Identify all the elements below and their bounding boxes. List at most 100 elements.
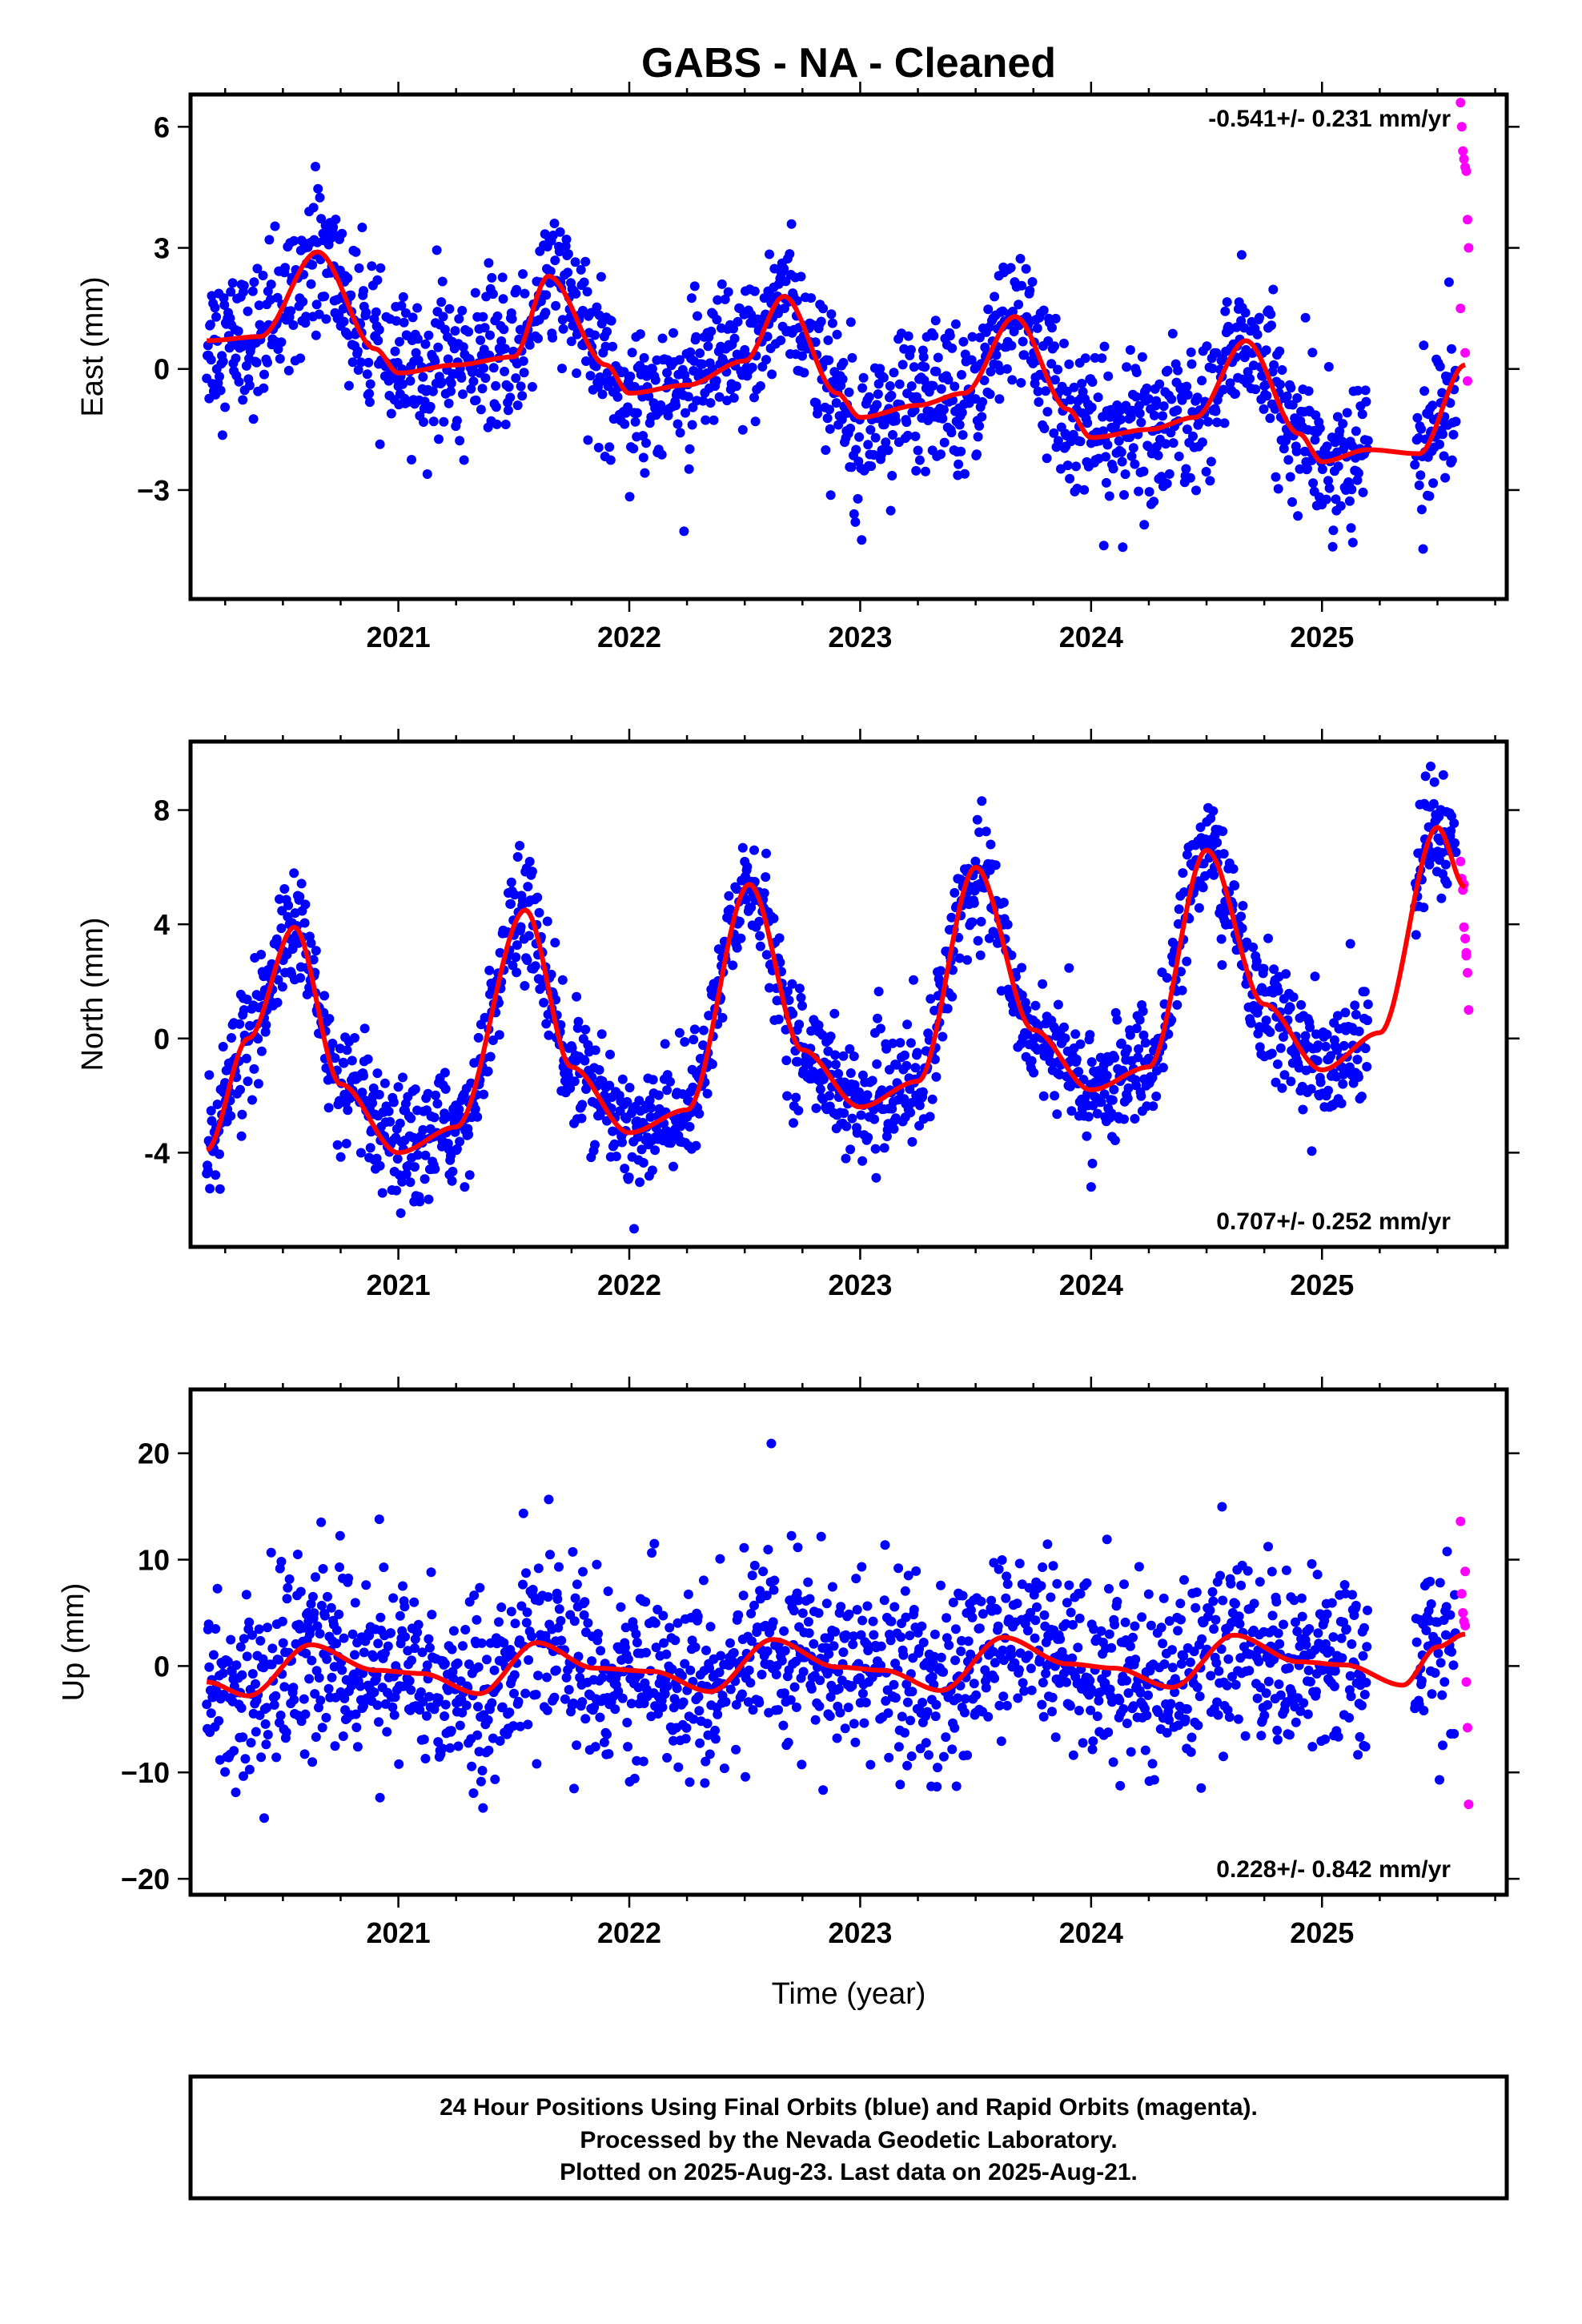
east-final-point xyxy=(858,372,869,383)
east-final-point xyxy=(470,287,480,298)
east-final-point xyxy=(259,383,269,393)
north-final-point xyxy=(829,1008,840,1019)
up-final-point xyxy=(986,1595,997,1606)
up-final-point xyxy=(960,1694,970,1704)
north-final-point xyxy=(1230,880,1240,891)
up-final-point xyxy=(797,1608,808,1618)
east-final-point xyxy=(1300,312,1311,323)
up-final-point xyxy=(327,1672,337,1683)
up-final-point xyxy=(861,1698,871,1707)
east-final-point xyxy=(1338,419,1348,429)
east-final-point xyxy=(555,227,565,237)
up-final-point xyxy=(1205,1605,1215,1615)
north-final-point xyxy=(975,950,986,960)
north-final-point xyxy=(1420,771,1431,782)
up-final-point xyxy=(446,1726,456,1736)
east-final-point xyxy=(1416,424,1427,434)
up-final-point xyxy=(528,1585,538,1594)
east-final-point xyxy=(311,162,320,171)
north-final-point xyxy=(1038,979,1048,989)
east-final-point xyxy=(364,388,375,399)
east-final-point xyxy=(280,263,291,273)
up-final-point xyxy=(1167,1645,1177,1655)
north-final-point xyxy=(931,1072,942,1082)
up-final-point xyxy=(473,1662,484,1672)
east-final-point xyxy=(1053,364,1063,375)
up-final-point xyxy=(803,1617,813,1627)
east-final-point xyxy=(939,437,950,448)
up-final-point xyxy=(364,1630,375,1641)
north-final-point xyxy=(1082,1131,1092,1141)
east-final-point xyxy=(747,362,757,372)
up-final-point xyxy=(593,1629,603,1639)
up-final-point xyxy=(1158,1638,1168,1649)
up-final-point xyxy=(476,1638,487,1648)
east-final-point xyxy=(957,408,967,418)
up-final-point xyxy=(1128,1701,1138,1711)
east-final-point xyxy=(500,420,511,429)
up-final-point xyxy=(843,1703,853,1713)
up-final-point xyxy=(830,1626,841,1637)
east-final-point xyxy=(897,360,908,370)
up-final-point xyxy=(477,1766,488,1775)
up-final-point xyxy=(518,1508,528,1518)
east-final-point xyxy=(499,324,509,335)
north-rapid-point xyxy=(1460,934,1471,943)
north-final-point xyxy=(930,1005,940,1015)
up-final-point xyxy=(330,1741,340,1751)
north-final-point xyxy=(782,986,793,996)
north-final-point xyxy=(736,933,746,943)
east-final-point xyxy=(1049,428,1059,438)
up-final-point xyxy=(895,1779,905,1790)
east-final-point xyxy=(436,297,447,308)
up-final-point xyxy=(1226,1578,1236,1589)
up-final-point xyxy=(1253,1645,1263,1655)
east-final-point xyxy=(604,442,615,452)
up-final-point xyxy=(1001,1593,1011,1603)
east-final-point xyxy=(524,340,535,350)
east-final-point xyxy=(1131,368,1142,377)
east-final-point xyxy=(1347,485,1357,495)
north-final-point xyxy=(1360,1043,1371,1054)
up-final-point xyxy=(689,1714,699,1724)
north-final-point xyxy=(813,1020,824,1031)
east-final-point xyxy=(910,431,921,441)
east-final-point xyxy=(520,288,530,299)
east-final-point xyxy=(211,312,221,322)
up-final-point xyxy=(404,1675,415,1686)
north-final-point xyxy=(580,1055,590,1066)
up-final-point xyxy=(1211,1658,1222,1668)
up-final-point xyxy=(231,1787,241,1798)
east-final-point xyxy=(960,349,970,360)
north-final-point xyxy=(694,1108,705,1119)
up-final-point xyxy=(229,1746,239,1756)
east-final-point xyxy=(1269,360,1279,370)
north-final-point xyxy=(596,1029,607,1039)
east-final-point xyxy=(491,402,501,412)
up-final-point xyxy=(990,1673,1000,1683)
up-final-point xyxy=(950,1723,960,1733)
north-final-point xyxy=(862,1090,873,1100)
east-final-point xyxy=(455,436,465,446)
east-final-point xyxy=(958,336,969,347)
up-final-point xyxy=(859,1718,869,1728)
east-final-point xyxy=(857,383,868,393)
east-rapid-point xyxy=(1456,122,1467,132)
east-final-point xyxy=(337,228,347,239)
east-final-point xyxy=(1102,440,1113,450)
up-final-point xyxy=(932,1782,942,1792)
east-final-point xyxy=(1164,468,1174,479)
east-final-point xyxy=(1292,393,1303,403)
up-final-point xyxy=(931,1699,942,1710)
up-final-point xyxy=(394,1759,404,1769)
up-final-point xyxy=(947,1744,958,1755)
east-final-point xyxy=(632,408,642,418)
up-final-point xyxy=(930,1629,940,1639)
north-final-point xyxy=(299,918,310,928)
east-final-point xyxy=(873,389,883,400)
north-final-point xyxy=(818,1074,829,1084)
east-final-point xyxy=(657,333,668,344)
north-final-point xyxy=(546,969,556,979)
up-final-point xyxy=(868,1616,878,1626)
up-final-point xyxy=(1059,1668,1069,1679)
